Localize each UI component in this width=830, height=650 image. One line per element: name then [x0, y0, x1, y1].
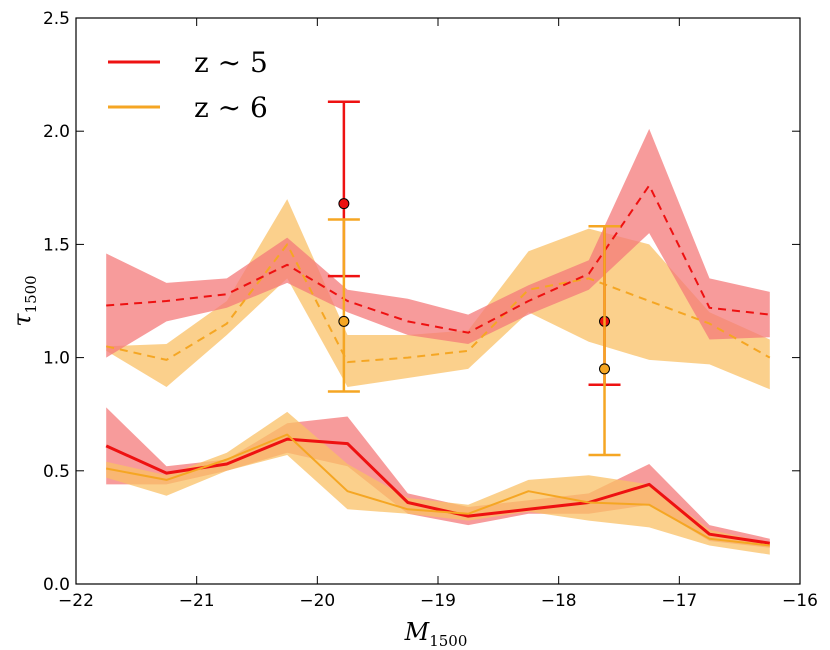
error-point-z6-3 [588, 225, 621, 457]
x-tick-label: −18 [541, 591, 577, 611]
series-line-z5-solid [105, 437, 771, 545]
plot-area [105, 100, 771, 555]
y-tick-label: 2.5 [43, 9, 70, 29]
series-line-z5-dashed [106, 184, 770, 334]
series-line-z6-dashed [105, 243, 771, 364]
x-axis-label-sub: 1500 [429, 632, 467, 650]
data-point [338, 198, 350, 210]
y-tick-label: 1.5 [43, 235, 70, 255]
x-axis-label-main: M [404, 618, 431, 646]
error-point-z6-1 [327, 218, 360, 393]
data-point [599, 363, 611, 375]
y-axis-label: τ1500 [8, 275, 40, 326]
band-z6-solid [106, 411, 770, 555]
x-axis-label: M1500 [404, 618, 468, 650]
legend-label-z5: z ∼ 5 [194, 46, 268, 79]
y-tick-label: 0.5 [43, 462, 70, 482]
x-tick-label: −17 [661, 591, 697, 611]
y-tick-label: 0.0 [43, 575, 70, 595]
x-tick-label: −22 [58, 591, 94, 611]
band-z5-dashed [106, 128, 770, 358]
x-tick-label: −16 [782, 591, 818, 611]
series-line-z6-solid [106, 433, 770, 547]
legend: z ∼ 5 z ∼ 6 [108, 46, 268, 124]
y-tick-label: 2.0 [43, 122, 70, 142]
data-point [338, 315, 350, 327]
y-tick-label: 1.0 [43, 349, 70, 369]
x-tick-label: −20 [299, 591, 335, 611]
y-axis-label-sub: 1500 [22, 275, 40, 313]
y-axis-label-main: τ [8, 313, 36, 327]
axis-ticks: −22 −21 −20 −19 −18 −17 −16 0.0 0.5 1.0 1.5 2.0 2.5 [43, 9, 818, 611]
x-tick-label: −21 [179, 591, 215, 611]
legend-label-z6: z ∼ 6 [194, 91, 268, 124]
x-tick-label: −19 [420, 591, 456, 611]
